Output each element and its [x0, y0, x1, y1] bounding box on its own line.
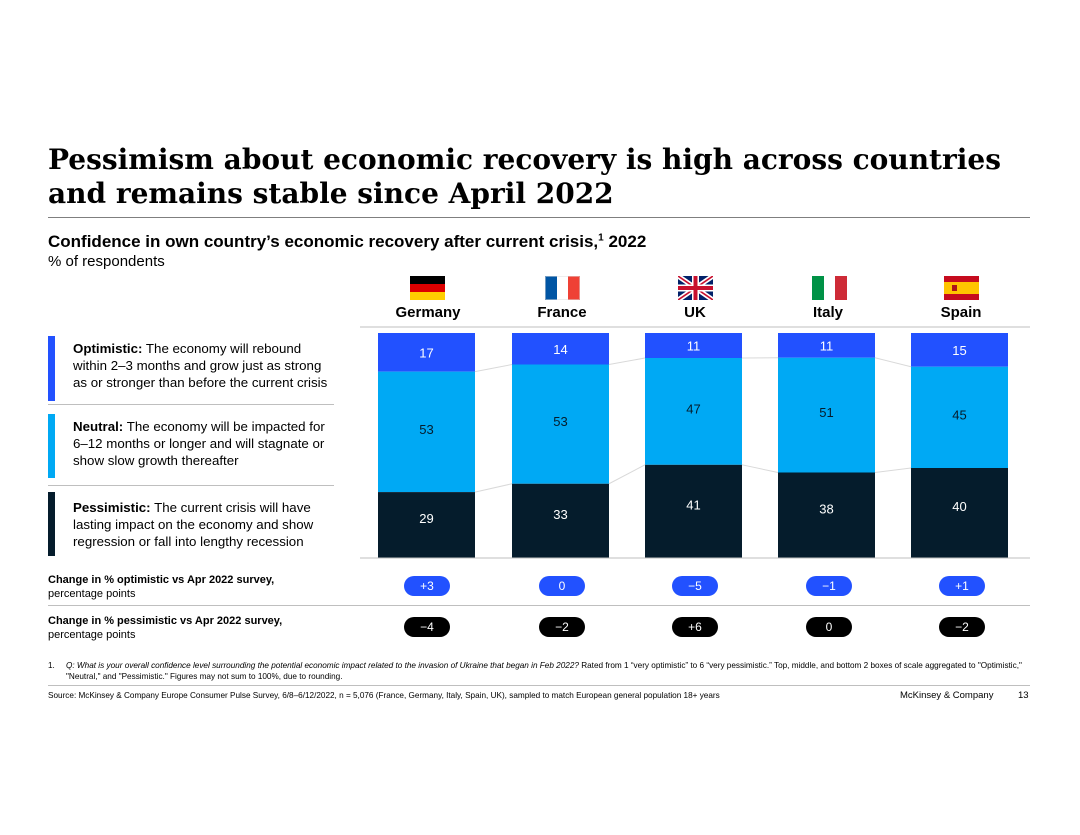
page-title: Pessimism about economic recovery is hig… — [48, 143, 1001, 210]
pessimistic-change-france: −2 — [539, 617, 585, 637]
title-divider — [48, 217, 1030, 218]
pessimistic-change-italy: 0 — [806, 617, 852, 637]
legend-divider — [48, 404, 334, 405]
connector-line — [474, 364, 513, 373]
legend-optimistic-term: Optimistic: — [73, 341, 143, 356]
country-label-spain: Spain — [940, 304, 982, 321]
connector-line — [741, 464, 779, 473]
label-spain-pessimistic: 40 — [952, 499, 966, 514]
label-uk-pessimistic: 41 — [686, 497, 700, 512]
brand-name: McKinsey & Company — [900, 690, 994, 701]
label-germany-optimistic: 17 — [419, 345, 433, 360]
footnote-marker: 1 — [598, 232, 604, 244]
legend-pessimistic-term: Pessimistic: — [73, 500, 151, 515]
label-italy-pessimistic: 38 — [819, 501, 833, 516]
legend-neutral-text: The economy will be impacted for 6–12 mo… — [73, 419, 325, 468]
optimistic-change-label: Change in % optimistic vs Apr 2022 surve… — [48, 573, 274, 601]
pessimistic-change-spain: −2 — [939, 617, 985, 637]
chart-unit: % of respondents — [48, 253, 165, 270]
country-label-uk: UK — [684, 304, 706, 321]
source-note: Source: McKinsey & Company Europe Consum… — [48, 691, 720, 700]
connector-line — [874, 467, 912, 473]
italy-flag-icon — [812, 276, 847, 300]
label-spain-neutral: 45 — [952, 407, 966, 422]
optimistic-change-italy: −1 — [806, 576, 852, 596]
country-label-france: France — [537, 304, 587, 321]
legend-divider — [48, 485, 334, 486]
country-label-italy: Italy — [812, 304, 843, 321]
pessimistic-change-unit: percentage points — [48, 629, 136, 641]
label-germany-neutral: 53 — [419, 422, 433, 437]
optimistic-change-title: Change in % optimistic vs Apr 2022 surve… — [48, 574, 275, 586]
pessimistic-change-title: Change in % pessimistic vs Apr 2022 surv… — [48, 615, 283, 627]
optimistic-change-unit: percentage points — [48, 588, 136, 600]
bar-germany-neutral — [378, 371, 475, 493]
bar-italy-optimistic — [778, 333, 875, 358]
label-france-optimistic: 14 — [553, 342, 567, 357]
neutral-legend-swatch — [48, 414, 55, 478]
bar-france-pessimistic — [512, 483, 609, 558]
optimistic-change-uk: −5 — [672, 576, 718, 596]
legend-pessimistic: Pessimistic: The current crisis will hav… — [73, 499, 338, 550]
bar-italy-neutral — [778, 357, 875, 473]
label-france-neutral: 53 — [553, 414, 567, 429]
country-label-germany: Germany — [395, 304, 461, 321]
footer-divider — [48, 685, 1030, 686]
bar-spain-neutral — [911, 366, 1008, 468]
bar-uk-neutral — [645, 358, 742, 465]
page-number: 13 — [1018, 690, 1029, 701]
pessimistic-legend-swatch — [48, 492, 55, 556]
footnote-number: 1. — [48, 661, 55, 670]
change-row-divider — [48, 605, 1030, 606]
legend-neutral: Neutral: The economy will be impacted fo… — [73, 418, 338, 469]
uk-flag-icon — [678, 276, 713, 300]
optimistic-change-germany: +3 — [404, 576, 450, 596]
label-germany-pessimistic: 29 — [419, 511, 433, 526]
chart-subtitle-year: 2022 — [608, 232, 647, 251]
label-spain-optimistic: 15 — [952, 343, 966, 358]
france-flag-icon — [545, 276, 580, 300]
label-italy-neutral: 51 — [819, 405, 833, 420]
spain-flag-icon — [944, 276, 979, 300]
bar-spain-pessimistic — [911, 468, 1008, 558]
footnote: 1. Q: What is your overall confidence le… — [48, 660, 1033, 682]
label-uk-optimistic: 11 — [687, 339, 701, 354]
pessimistic-change-label: Change in % pessimistic vs Apr 2022 surv… — [48, 614, 282, 642]
footnote-question: Q: What is your overall confidence level… — [66, 661, 579, 670]
bar-spain-optimistic — [911, 333, 1008, 367]
legend-pessimistic-text: The current crisis will have lasting imp… — [73, 500, 314, 549]
optimistic-change-spain: +1 — [939, 576, 985, 596]
germany-flag-icon — [410, 276, 445, 300]
legend-optimistic: Optimistic: The economy will rebound wit… — [73, 340, 338, 391]
label-france-pessimistic: 33 — [553, 507, 567, 522]
pessimistic-change-germany: −4 — [404, 617, 450, 637]
bar-germany-optimistic — [378, 333, 475, 372]
bar-france-optimistic — [512, 333, 609, 365]
chart-subtitle: Confidence in own country’s economic rec… — [48, 232, 646, 252]
legend-optimistic-text: The economy will rebound within 2–3 mont… — [73, 341, 328, 390]
bar-uk-pessimistic — [645, 464, 742, 558]
connector-line — [608, 464, 646, 485]
footnote-text: Rated from 1 “very optimistic” to 6 “ver… — [66, 661, 1022, 681]
connector-line — [474, 483, 513, 493]
optimistic-change-france: 0 — [539, 576, 585, 596]
label-uk-neutral: 47 — [686, 401, 700, 416]
legend-neutral-term: Neutral: — [73, 419, 124, 434]
chart-subtitle-text: Confidence in own country’s economic rec… — [48, 232, 599, 251]
optimistic-legend-swatch — [48, 336, 55, 401]
connector-line — [608, 357, 646, 365]
label-italy-optimistic: 11 — [820, 338, 834, 353]
bar-germany-pessimistic — [378, 492, 475, 558]
bar-italy-pessimistic — [778, 472, 875, 558]
pessimistic-change-uk: +6 — [672, 617, 718, 637]
bar-uk-optimistic — [645, 333, 742, 358]
bar-france-neutral — [512, 364, 609, 484]
connector-line — [874, 357, 912, 368]
